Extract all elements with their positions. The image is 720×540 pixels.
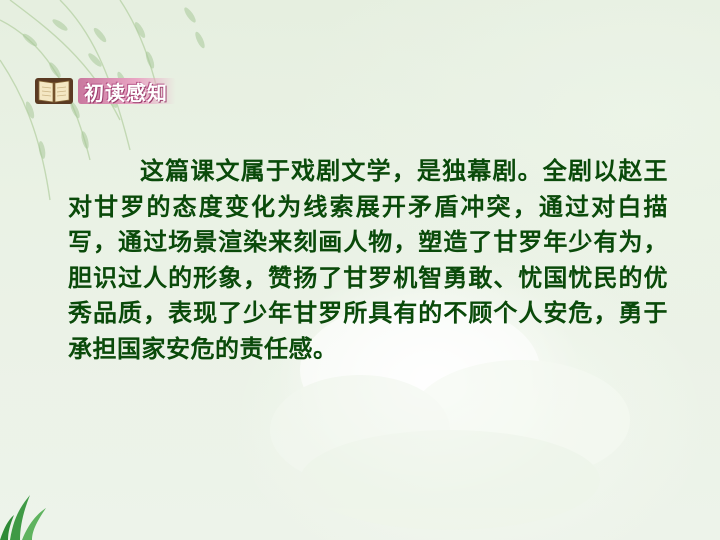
open-book-icon: [35, 78, 73, 104]
grass-decoration: [0, 495, 46, 540]
body-paragraph: 这篇课文属于戏剧文学，是独幕剧。全剧以赵王对甘罗的态度变化为线索展开矛盾冲突，通…: [68, 157, 668, 363]
section-header: 初读感知: [34, 74, 176, 108]
section-title: 初读感知: [78, 78, 176, 105]
